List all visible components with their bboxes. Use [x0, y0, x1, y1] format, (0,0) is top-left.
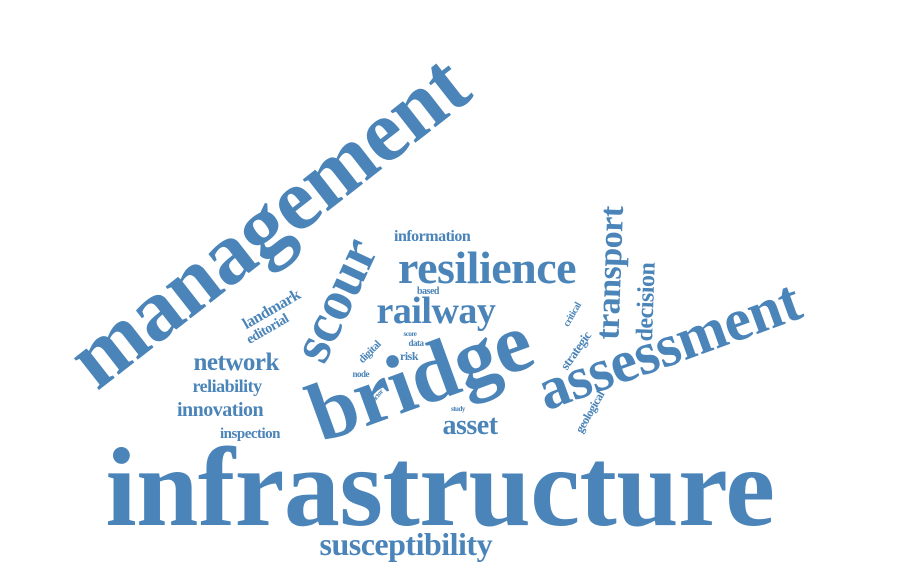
word-node: node: [352, 368, 370, 379]
word-study: study: [451, 404, 465, 413]
word-reliability: reliability: [192, 376, 263, 396]
word-risk: risk: [400, 349, 419, 363]
word-transport: transport: [588, 205, 631, 341]
word-asset: asset: [442, 410, 499, 441]
word-score: score: [403, 329, 417, 338]
word-susceptibility: susceptibility: [319, 526, 493, 562]
word-infrastructure: infrastructure: [105, 426, 776, 550]
word-information: information: [394, 228, 471, 245]
word-network: network: [193, 348, 280, 376]
word-decision: decision: [631, 262, 661, 342]
word-critical: critical: [561, 300, 584, 329]
word-resilience: resilience: [398, 242, 577, 293]
word-innovation: innovation: [177, 399, 264, 421]
word-inspection: inspection: [220, 425, 281, 442]
word-based: based: [417, 286, 439, 297]
word-data: data: [408, 337, 425, 348]
word-railway: railway: [376, 290, 496, 332]
